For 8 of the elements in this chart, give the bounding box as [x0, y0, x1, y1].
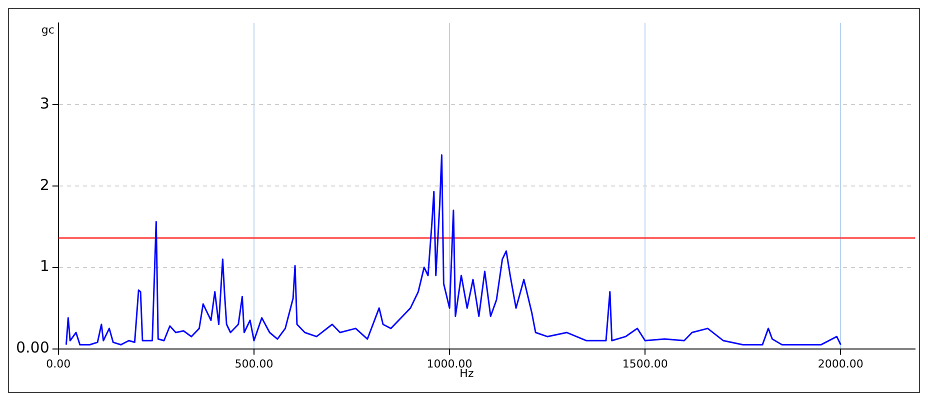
- x-tick-label: 1500.00: [622, 357, 668, 370]
- y-axis-title: gc: [41, 23, 54, 36]
- x-tick-label: 2000.00: [818, 357, 864, 370]
- y-tick-label: 2: [40, 176, 50, 194]
- y-tick-label: 0.00: [16, 338, 50, 357]
- y-tick-label: 1: [40, 257, 50, 276]
- x-tick-label: 500.00: [234, 357, 274, 370]
- y-tick-label: 3: [40, 94, 50, 112]
